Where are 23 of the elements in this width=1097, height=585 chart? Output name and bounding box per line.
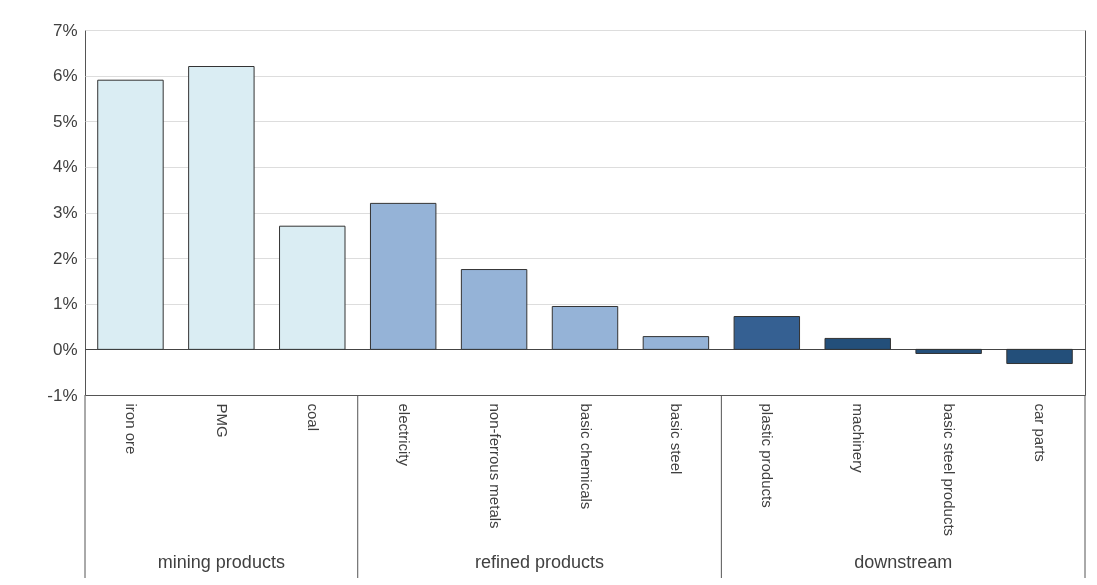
text: downstream: [854, 552, 953, 572]
y-tick-label: 7%: [52, 20, 78, 40]
y-tick-label: 3%: [52, 203, 78, 222]
x-tick-label: non-ferrous metals: [486, 403, 504, 529]
y-tick-label: 5%: [52, 111, 78, 131]
x-tick-label: basic steel: [668, 403, 686, 475]
x-tick-label: basic steel products: [941, 403, 959, 537]
text: refined products: [475, 552, 605, 572]
y-tick-label: 6%: [52, 66, 78, 86]
text: mining products: [157, 552, 285, 572]
x-tick-label: coal: [304, 403, 322, 432]
y-tick-label: -1%: [47, 385, 78, 405]
y-tick-label: 4%: [52, 157, 78, 177]
x-tick-label: machinery: [850, 403, 868, 474]
y-tick-label: 1%: [52, 294, 78, 314]
x-tick-label: iron ore: [122, 403, 140, 455]
x-tick-label: basic chemicals: [577, 403, 595, 510]
x-tick-label: car parts: [1032, 403, 1050, 462]
x-tick-label: plastic products: [759, 403, 777, 508]
y-tick-label: 0%: [52, 339, 78, 359]
y-tick-label: 2%: [52, 248, 78, 268]
x-tick-label: electricity: [395, 403, 413, 467]
x-tick-label: PMG: [213, 403, 231, 438]
